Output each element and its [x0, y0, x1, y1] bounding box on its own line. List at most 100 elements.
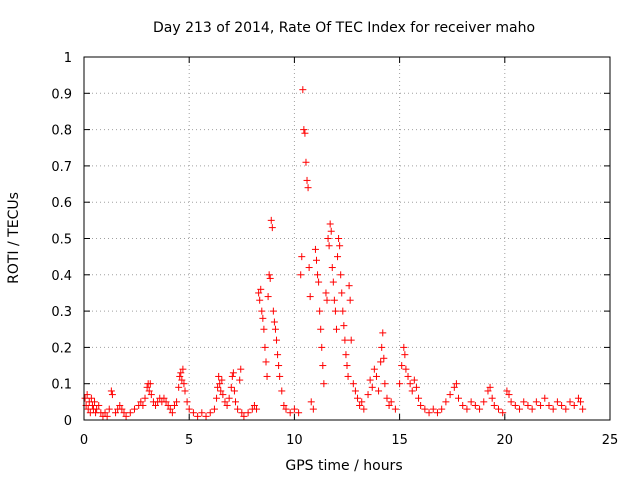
data-point — [476, 405, 484, 413]
data-point — [499, 409, 507, 417]
data-point — [122, 412, 130, 420]
data-point — [274, 351, 282, 359]
data-point — [387, 398, 395, 406]
data-point — [398, 362, 406, 370]
y-tick-label: 0 — [64, 414, 72, 429]
data-point — [325, 242, 333, 250]
data-point — [326, 220, 334, 228]
data-point — [87, 394, 95, 402]
data-point — [339, 307, 347, 315]
data-point — [139, 401, 147, 409]
data-point — [116, 401, 124, 409]
data-point — [463, 405, 471, 413]
y-tick-label: 0.4 — [51, 269, 72, 284]
data-point — [91, 398, 99, 406]
data-point — [360, 405, 368, 413]
data-point — [295, 409, 303, 417]
data-point — [229, 369, 237, 377]
data-point — [505, 391, 513, 399]
data-point — [299, 86, 307, 94]
data-point — [516, 405, 524, 413]
data-point — [214, 383, 222, 391]
data-point — [331, 307, 339, 315]
data-point — [298, 253, 306, 261]
data-point — [343, 362, 351, 370]
data-point — [366, 376, 374, 384]
data-point — [170, 401, 178, 409]
data-point — [290, 405, 298, 413]
data-point — [327, 227, 335, 235]
data-point — [178, 376, 186, 384]
x-tick-label: 20 — [497, 433, 514, 448]
data-point — [356, 401, 364, 409]
data-point — [145, 387, 153, 395]
data-points — [81, 86, 587, 420]
data-point — [219, 391, 227, 399]
data-point — [309, 405, 317, 413]
data-point — [381, 380, 389, 388]
data-point — [541, 394, 549, 402]
chart-title: Day 213 of 2014, Rate Of TEC Index for r… — [153, 20, 535, 36]
data-point — [259, 314, 267, 322]
data-point — [322, 289, 330, 297]
data-point — [306, 293, 314, 301]
data-point — [276, 372, 284, 380]
data-point — [305, 264, 313, 272]
data-point — [315, 278, 323, 286]
data-point — [83, 391, 91, 399]
y-tick-label: 0.6 — [51, 196, 72, 211]
data-point — [368, 383, 376, 391]
data-point — [126, 409, 134, 417]
data-point — [532, 398, 540, 406]
data-point — [459, 401, 467, 409]
data-point — [257, 285, 265, 293]
data-point — [317, 325, 325, 333]
y-tick-label: 0.3 — [51, 305, 72, 320]
data-point — [316, 307, 324, 315]
x-tick-label: 15 — [391, 433, 408, 448]
data-point — [260, 325, 268, 333]
data-point — [385, 401, 393, 409]
data-point — [183, 398, 191, 406]
data-point — [238, 409, 246, 417]
data-point — [429, 405, 437, 413]
data-point — [210, 405, 218, 413]
data-point — [302, 158, 310, 166]
data-point — [118, 405, 126, 413]
data-point — [244, 409, 252, 417]
data-point — [425, 409, 433, 417]
data-point — [417, 401, 425, 409]
data-point — [520, 398, 528, 406]
data-point — [286, 409, 294, 417]
data-point — [93, 405, 101, 413]
data-point — [282, 405, 290, 413]
data-point — [176, 372, 184, 380]
data-point — [215, 372, 223, 380]
data-point — [484, 387, 492, 395]
data-point — [280, 401, 288, 409]
data-point — [396, 380, 404, 388]
data-point — [490, 401, 498, 409]
data-point — [406, 380, 414, 388]
data-point — [221, 398, 229, 406]
data-point — [336, 242, 344, 250]
data-point — [320, 380, 328, 388]
data-point — [218, 376, 226, 384]
data-point — [108, 391, 116, 399]
data-point — [338, 289, 346, 297]
data-point — [147, 391, 155, 399]
data-point — [160, 394, 168, 402]
data-point — [261, 343, 269, 351]
data-point — [337, 271, 345, 279]
data-point — [95, 401, 103, 409]
data-point — [304, 184, 312, 192]
data-point — [81, 394, 89, 402]
data-point — [307, 398, 315, 406]
data-point — [189, 409, 197, 417]
data-point — [88, 401, 96, 409]
data-point — [566, 398, 574, 406]
data-point — [404, 372, 412, 380]
data-point — [402, 365, 410, 373]
data-point — [120, 409, 128, 417]
data-point — [372, 372, 380, 380]
